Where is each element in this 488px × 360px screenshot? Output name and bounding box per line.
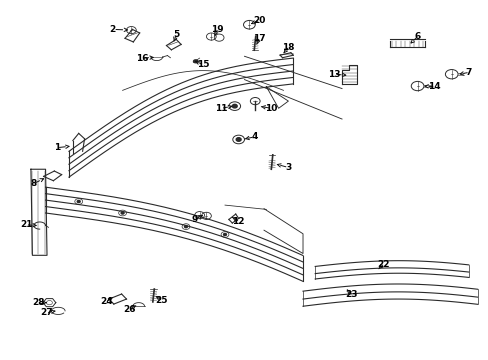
Text: 17: 17 (252, 34, 265, 43)
Text: 3: 3 (285, 163, 291, 172)
Text: 8: 8 (31, 179, 37, 188)
Circle shape (184, 226, 187, 228)
Text: 5: 5 (173, 30, 179, 39)
Text: 21: 21 (20, 220, 33, 229)
Text: 20: 20 (252, 16, 265, 25)
Circle shape (121, 212, 124, 214)
Circle shape (223, 233, 226, 235)
Text: 14: 14 (427, 82, 440, 91)
Text: 28: 28 (32, 298, 45, 307)
Text: 22: 22 (376, 260, 389, 269)
Text: 23: 23 (345, 290, 357, 299)
Circle shape (77, 201, 80, 203)
Text: 27: 27 (41, 308, 53, 317)
Circle shape (232, 104, 237, 108)
Text: 26: 26 (123, 305, 136, 314)
Text: 4: 4 (250, 132, 257, 141)
Text: 11: 11 (215, 104, 227, 113)
Text: 15: 15 (196, 60, 209, 69)
Text: 13: 13 (328, 70, 340, 79)
Text: 7: 7 (465, 68, 471, 77)
Text: 6: 6 (414, 32, 420, 41)
Text: 18: 18 (282, 43, 294, 52)
Text: 19: 19 (211, 25, 224, 34)
Text: 2: 2 (109, 25, 116, 34)
Circle shape (236, 138, 241, 141)
Text: 9: 9 (191, 215, 198, 224)
Text: 24: 24 (101, 297, 113, 306)
Text: 1: 1 (54, 143, 60, 152)
Text: 16: 16 (136, 54, 148, 63)
Text: 25: 25 (155, 296, 167, 305)
Text: 10: 10 (264, 104, 277, 113)
Text: 12: 12 (232, 217, 244, 226)
Circle shape (192, 59, 198, 63)
